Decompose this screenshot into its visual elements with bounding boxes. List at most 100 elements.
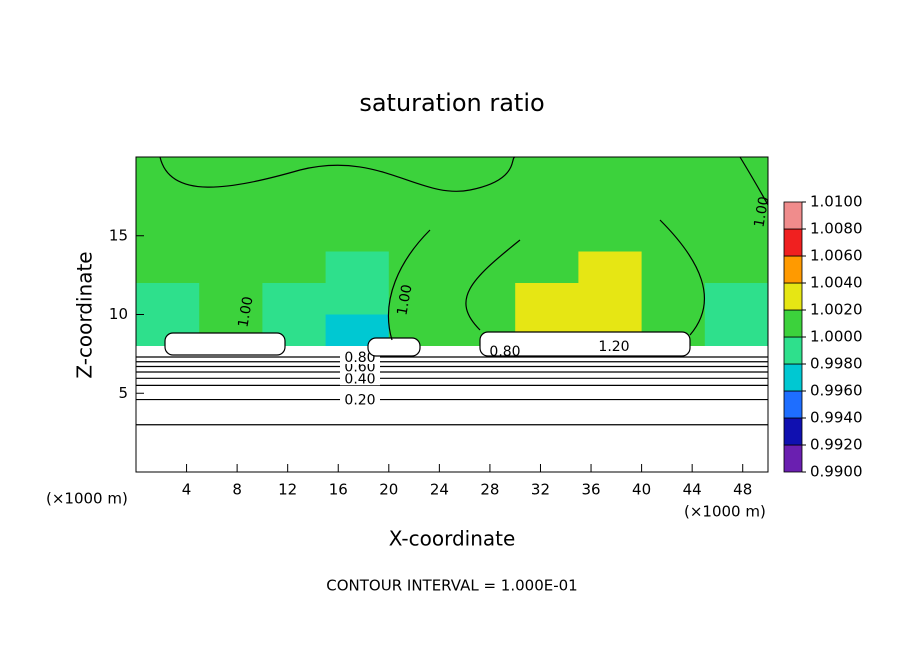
colorbar-tick-label: 0.9980 bbox=[810, 355, 863, 373]
field-cell bbox=[515, 188, 579, 221]
contour-region bbox=[479, 331, 691, 357]
field-cell bbox=[262, 157, 327, 189]
field-cell bbox=[262, 188, 327, 221]
field-cell bbox=[199, 440, 263, 473]
field-cell bbox=[515, 157, 579, 189]
field-cell bbox=[515, 251, 579, 284]
contour-line-upper bbox=[159, 156, 769, 341]
field-cell bbox=[452, 440, 516, 473]
colorbar-tick-label: 1.0100 bbox=[810, 193, 863, 211]
field-cell bbox=[704, 377, 769, 410]
chart-title: saturation ratio bbox=[359, 89, 544, 117]
field-cell bbox=[704, 157, 769, 189]
contour-label: 0.80 bbox=[344, 350, 375, 366]
colorbar-tick-label: 1.0080 bbox=[810, 220, 863, 238]
field-cell bbox=[199, 377, 263, 410]
field-cell bbox=[704, 220, 769, 252]
field-cell bbox=[641, 251, 706, 284]
field-cell bbox=[388, 251, 453, 284]
field-cell bbox=[452, 377, 516, 410]
x-tick-label: 40 bbox=[632, 481, 651, 499]
field-cell bbox=[136, 220, 200, 252]
field-cell bbox=[199, 157, 263, 189]
field-cell bbox=[578, 157, 643, 189]
field-cell bbox=[262, 220, 327, 252]
field-cell bbox=[325, 440, 390, 473]
field-cell bbox=[578, 377, 643, 410]
field-cell bbox=[199, 283, 263, 315]
field-cell bbox=[641, 220, 706, 252]
field-cell bbox=[262, 251, 327, 284]
x-tick-label: 16 bbox=[329, 481, 348, 499]
field-cell bbox=[452, 251, 516, 284]
field-cell bbox=[136, 377, 200, 410]
field-cell bbox=[578, 251, 643, 284]
field-cell bbox=[704, 251, 769, 284]
colorbar-band bbox=[783, 444, 803, 473]
x-unit-label: (×1000 m) bbox=[46, 490, 128, 508]
field-cell bbox=[199, 220, 263, 252]
contour-label: 1.00 bbox=[394, 283, 415, 316]
contour-label: 1.00 bbox=[751, 195, 772, 228]
colorbar-tick-label: 0.9900 bbox=[810, 463, 863, 481]
field-cell bbox=[515, 440, 579, 473]
field-cell bbox=[641, 188, 706, 221]
colorbar-band bbox=[783, 336, 803, 365]
colorbar-tick-label: 1.0020 bbox=[810, 301, 863, 319]
contour-region bbox=[164, 332, 286, 356]
field-cell bbox=[262, 440, 327, 473]
field-cell bbox=[704, 188, 769, 221]
field-cell bbox=[325, 283, 390, 315]
field-cell bbox=[136, 251, 200, 284]
contour-label: 0.80 bbox=[489, 344, 520, 360]
y-tick-label: 15 bbox=[109, 226, 128, 244]
field-cell bbox=[578, 440, 643, 473]
contour-label-bg bbox=[340, 392, 380, 407]
field-cell bbox=[515, 220, 579, 252]
field-cell bbox=[641, 157, 706, 189]
field-cell bbox=[515, 283, 579, 315]
y-axis-label: Z-coordinate bbox=[73, 251, 97, 378]
contour-label: 0.20 bbox=[344, 393, 375, 409]
field-cell bbox=[325, 157, 390, 189]
field-cell bbox=[578, 188, 643, 221]
field-cell bbox=[388, 283, 453, 315]
colorbar-band bbox=[783, 282, 803, 311]
field-cell bbox=[262, 377, 327, 410]
contour-region bbox=[367, 337, 421, 357]
contour-label: 1.00 bbox=[235, 295, 256, 328]
field-cell bbox=[641, 377, 706, 410]
colorbar-band bbox=[783, 228, 803, 257]
field-cell bbox=[136, 440, 200, 473]
x-tick-label: 48 bbox=[733, 481, 752, 499]
field-cell bbox=[452, 188, 516, 221]
field-cell bbox=[262, 283, 327, 315]
y-tick-label: 5 bbox=[118, 384, 128, 402]
field-cell bbox=[641, 283, 706, 315]
field-cell bbox=[452, 157, 516, 189]
y-tick-label: 10 bbox=[109, 305, 128, 323]
field-cell bbox=[578, 283, 643, 315]
field-cell bbox=[704, 283, 769, 315]
field-cell bbox=[641, 440, 706, 473]
x-tick-label: 28 bbox=[480, 481, 499, 499]
x-tick-label: 20 bbox=[379, 481, 398, 499]
colorbar-band bbox=[783, 363, 803, 392]
x-tick-label: 8 bbox=[232, 481, 242, 499]
field-cell bbox=[515, 377, 579, 410]
colorbar-band bbox=[783, 309, 803, 338]
x-tick-label: 44 bbox=[683, 481, 702, 499]
field-cell bbox=[388, 220, 453, 252]
colorbar-tick-label: 1.0060 bbox=[810, 247, 863, 265]
x-tick-label: 4 bbox=[182, 481, 192, 499]
x-tick-label: 12 bbox=[278, 481, 297, 499]
field-cell bbox=[325, 251, 390, 284]
colorbar-tick-label: 0.9920 bbox=[810, 436, 863, 454]
contour-label: 0.40 bbox=[344, 371, 375, 387]
field-cell bbox=[388, 188, 453, 221]
colorbar-band bbox=[783, 417, 803, 446]
field-cell bbox=[452, 283, 516, 315]
field-cell bbox=[388, 377, 453, 410]
field-cell bbox=[136, 283, 200, 315]
field-cell bbox=[452, 220, 516, 252]
